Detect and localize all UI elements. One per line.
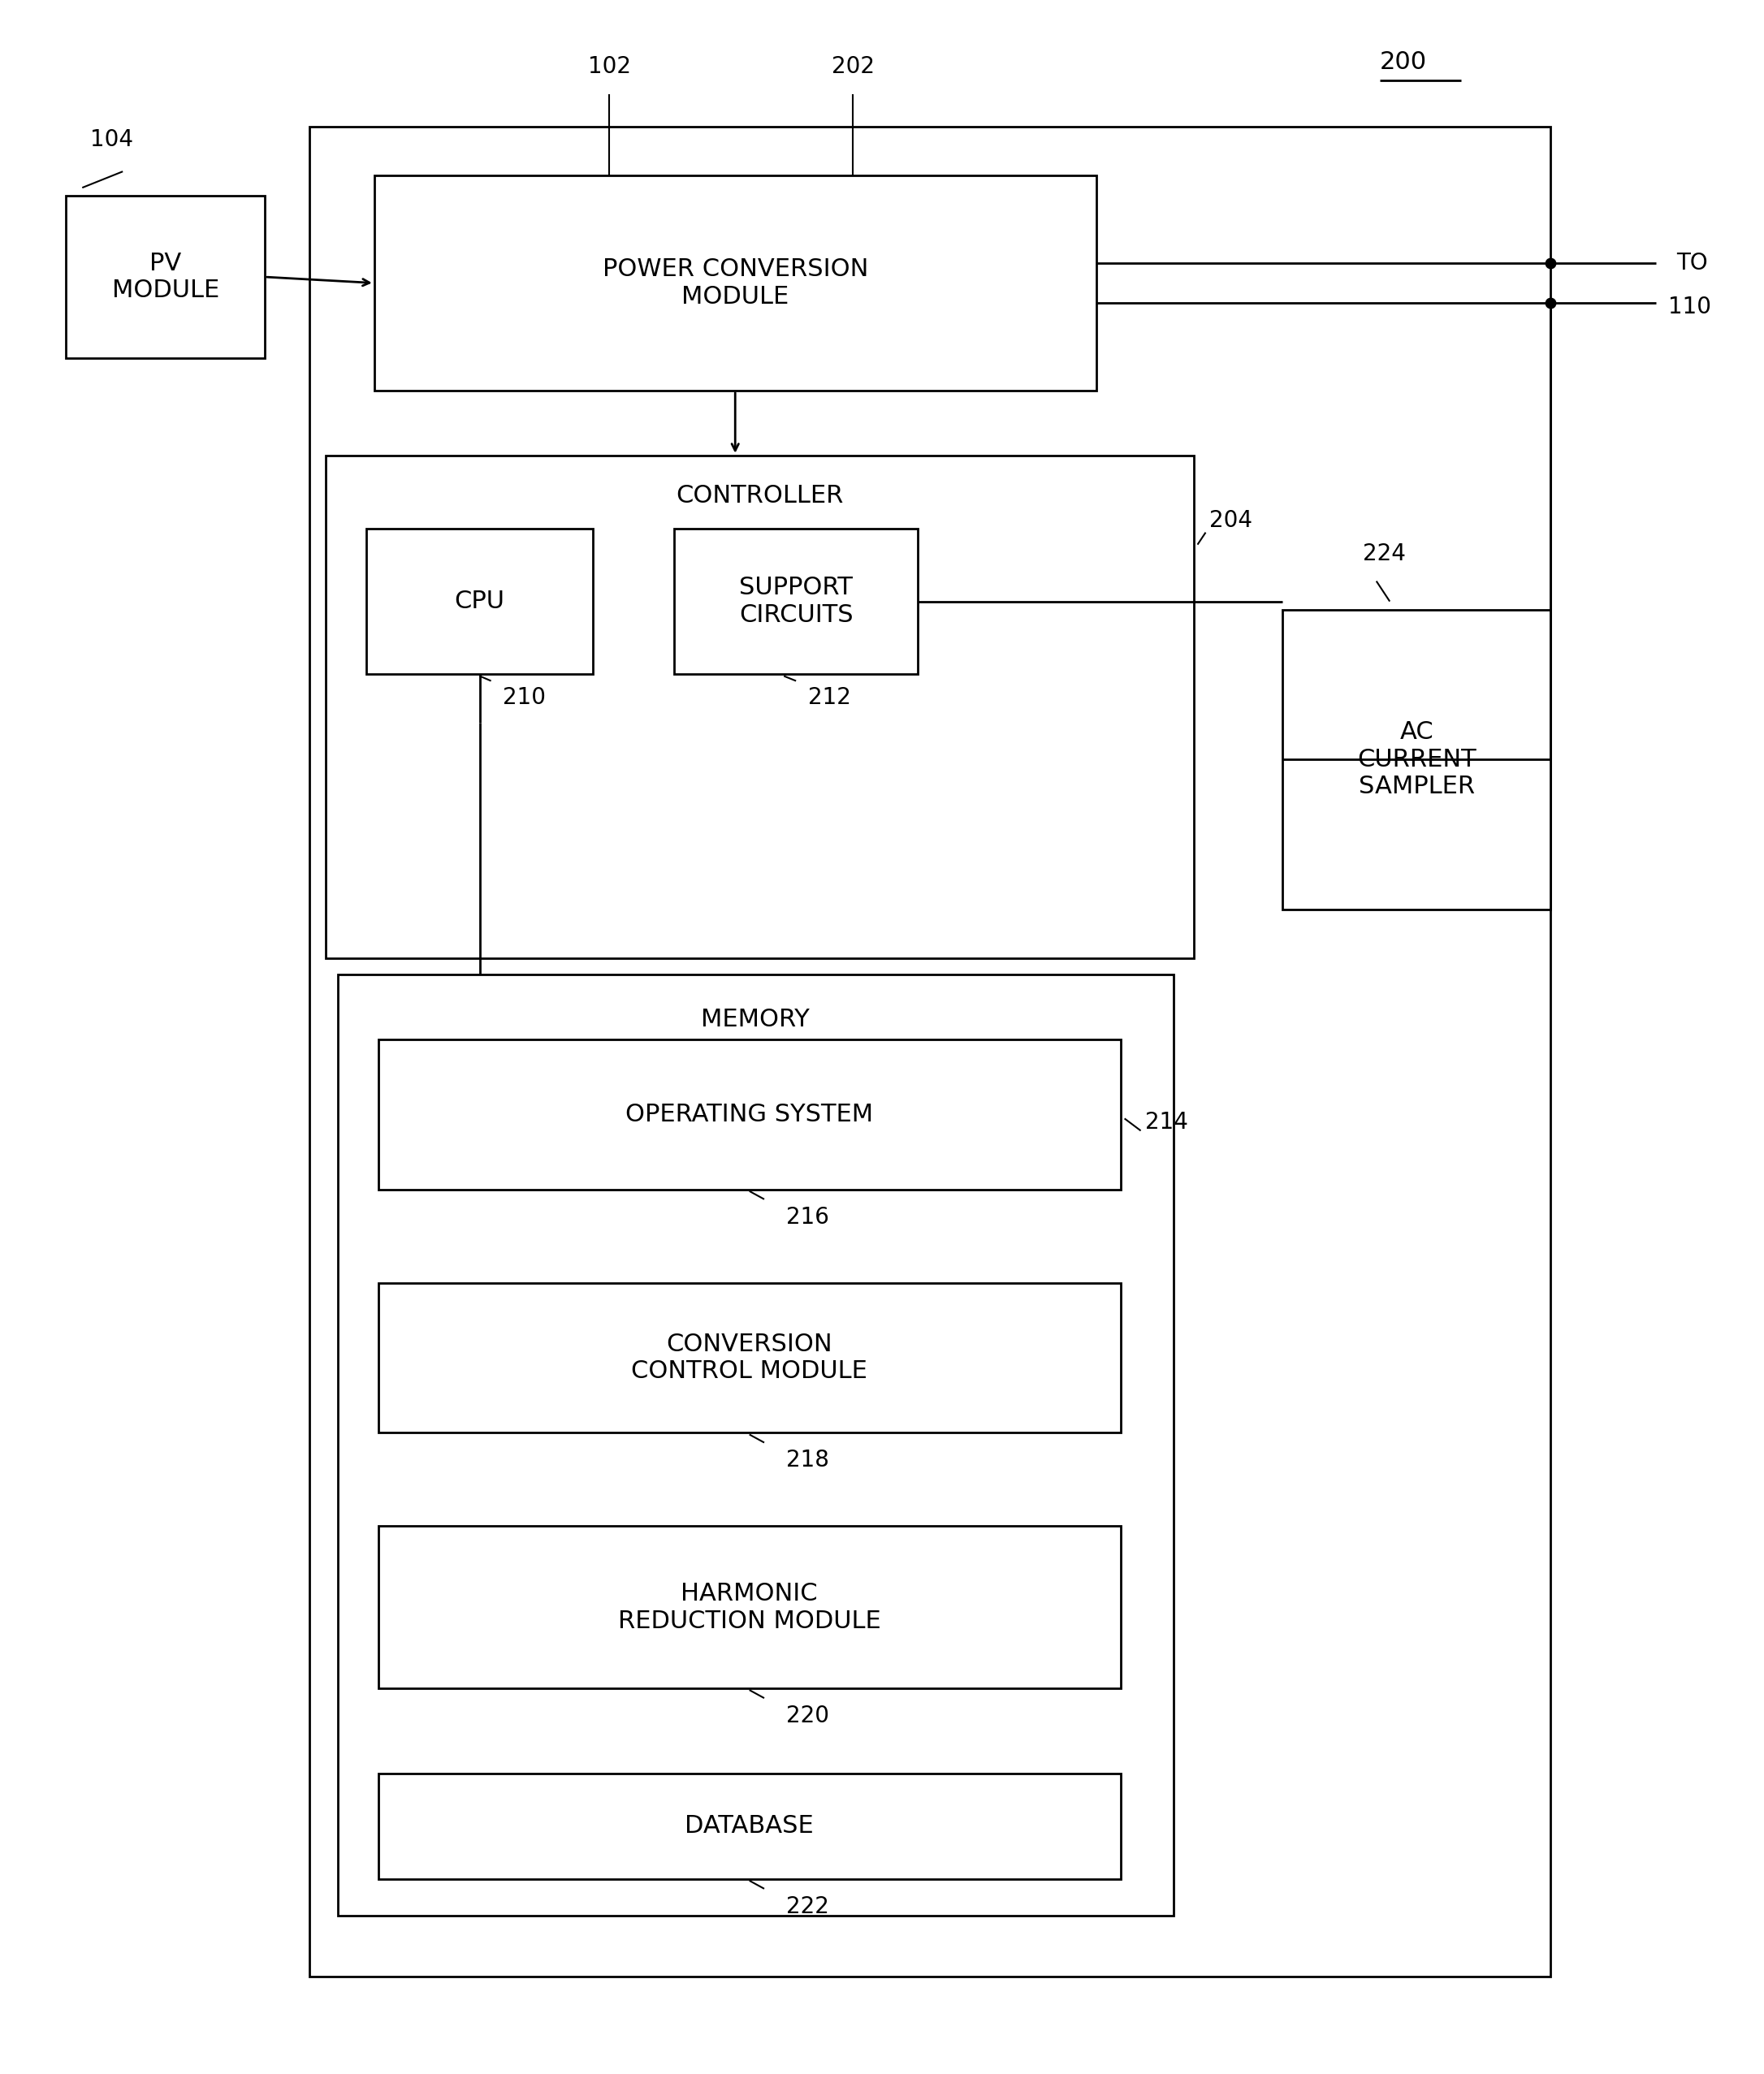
Bar xyxy=(326,456,1194,958)
Text: CPU: CPU xyxy=(455,589,505,614)
Bar xyxy=(337,975,1173,1916)
Bar xyxy=(367,529,593,674)
Bar xyxy=(374,176,1095,390)
Bar xyxy=(309,127,1551,1977)
Text: 204: 204 xyxy=(1210,508,1252,531)
Text: TO: TO xyxy=(1676,251,1708,274)
Text: 102: 102 xyxy=(587,56,632,79)
Text: DATABASE: DATABASE xyxy=(684,1815,813,1838)
Bar xyxy=(377,1039,1120,1190)
Text: CONTROLLER: CONTROLLER xyxy=(676,483,843,508)
Bar xyxy=(377,1773,1120,1879)
Text: POWER CONVERSION
MODULE: POWER CONVERSION MODULE xyxy=(602,257,868,309)
Text: 200: 200 xyxy=(1379,50,1427,75)
Text: 104: 104 xyxy=(90,129,134,151)
Text: 214: 214 xyxy=(1145,1112,1187,1134)
Bar xyxy=(1282,610,1551,910)
Text: PV
MODULE: PV MODULE xyxy=(111,251,219,303)
Text: CONVERSION
CONTROL MODULE: CONVERSION CONTROL MODULE xyxy=(632,1332,868,1383)
Bar xyxy=(377,1526,1120,1688)
Text: 220: 220 xyxy=(787,1705,829,1728)
Text: 210: 210 xyxy=(503,686,545,709)
Text: AC
CURRENT
SAMPLER: AC CURRENT SAMPLER xyxy=(1357,720,1476,798)
Bar xyxy=(674,529,917,674)
Text: 216: 216 xyxy=(787,1205,829,1228)
Text: 218: 218 xyxy=(787,1450,829,1473)
Text: 224: 224 xyxy=(1364,541,1406,564)
Text: OPERATING SYSTEM: OPERATING SYSTEM xyxy=(626,1103,873,1126)
Text: 110: 110 xyxy=(1669,297,1711,319)
Text: HARMONIC
REDUCTION MODULE: HARMONIC REDUCTION MODULE xyxy=(617,1582,880,1632)
Text: 212: 212 xyxy=(808,686,852,709)
Bar xyxy=(65,195,265,359)
Text: SUPPORT
CIRCUITS: SUPPORT CIRCUITS xyxy=(739,577,854,626)
Bar xyxy=(377,1284,1120,1433)
Text: 202: 202 xyxy=(831,56,875,79)
Text: MEMORY: MEMORY xyxy=(700,1008,810,1031)
Text: 222: 222 xyxy=(787,1896,829,1918)
